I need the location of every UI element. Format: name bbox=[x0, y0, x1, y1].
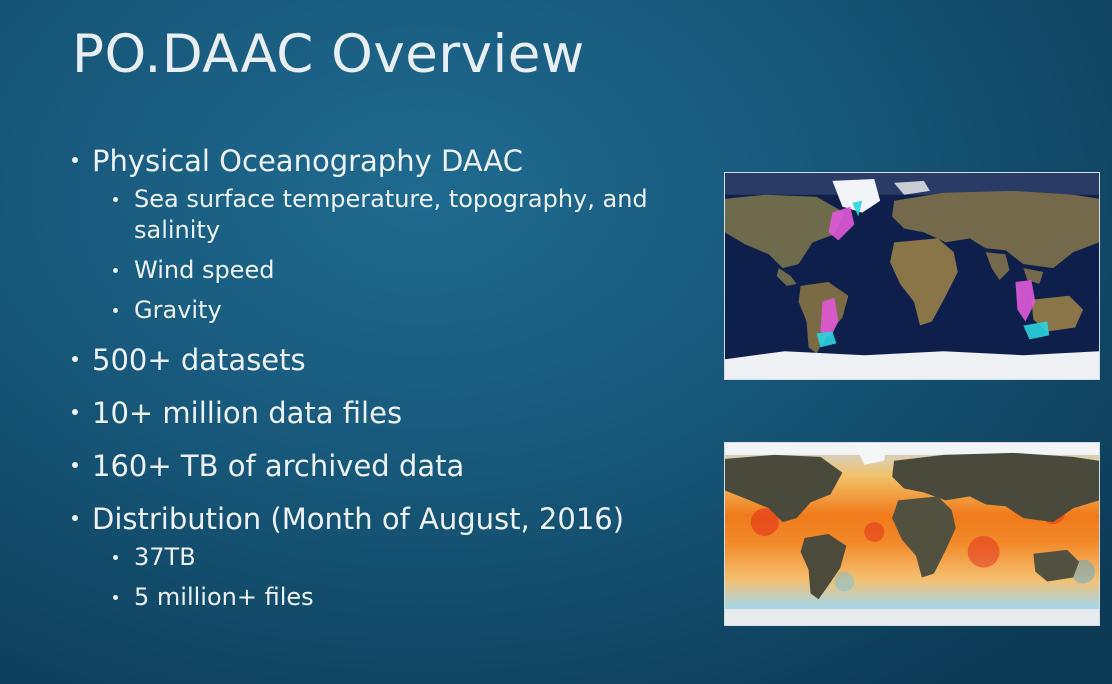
sub-bullet-wind-speed: Wind speed bbox=[92, 255, 710, 286]
sub-bullet-text: Wind speed bbox=[134, 256, 275, 284]
sub-bullet-list: Sea surface temperature, topography, and… bbox=[92, 184, 710, 326]
sub-bullet-dot-icon bbox=[113, 308, 118, 313]
bullet-list: Physical Oceanography DAAC Sea surface t… bbox=[70, 142, 710, 628]
sub-bullet-dot-icon bbox=[113, 268, 118, 273]
satellite-coverage-world-map-icon bbox=[724, 172, 1100, 380]
sub-bullet-sea-surface: Sea surface temperature, topography, and… bbox=[92, 184, 674, 246]
sub-bullet-37tb: 37TB bbox=[92, 542, 710, 573]
sub-bullet-text: 37TB bbox=[134, 543, 196, 571]
bullet-text: 10+ million data files bbox=[92, 396, 403, 430]
sub-bullet-text: 5 million+ files bbox=[134, 583, 314, 611]
bullet-archived-data: 160+ TB of archived data bbox=[70, 447, 710, 485]
bullet-text: 160+ TB of archived data bbox=[92, 449, 465, 483]
bullet-dot-icon bbox=[72, 356, 78, 362]
sub-bullet-dot-icon bbox=[113, 555, 118, 560]
slide-title: PO.DAAC Overview bbox=[72, 24, 585, 85]
sub-bullet-gravity: Gravity bbox=[92, 295, 710, 326]
bullet-distribution: Distribution (Month of August, 2016) 37T… bbox=[70, 500, 710, 613]
sub-bullet-text: Gravity bbox=[134, 296, 222, 324]
sub-bullet-files: 5 million+ files bbox=[92, 582, 710, 613]
bullet-physical-oceanography: Physical Oceanography DAAC Sea surface t… bbox=[70, 142, 710, 326]
bullet-datasets: 500+ datasets bbox=[70, 341, 710, 379]
bullet-text: Physical Oceanography DAAC bbox=[92, 144, 524, 178]
bullet-dot-icon bbox=[72, 462, 78, 468]
sub-bullet-list: 37TB 5 million+ files bbox=[92, 542, 710, 613]
sea-surface-temperature-world-map-icon bbox=[724, 442, 1100, 626]
bullet-dot-icon bbox=[72, 515, 78, 521]
bullet-text: 500+ datasets bbox=[92, 343, 306, 377]
sub-bullet-dot-icon bbox=[113, 595, 118, 600]
sub-bullet-text: Sea surface temperature, topography, and… bbox=[134, 185, 648, 244]
sub-bullet-dot-icon bbox=[113, 197, 118, 202]
bullet-data-files: 10+ million data files bbox=[70, 394, 710, 432]
bullet-dot-icon bbox=[72, 409, 78, 415]
bullet-dot-icon bbox=[72, 157, 78, 163]
bullet-text: Distribution (Month of August, 2016) bbox=[92, 502, 625, 536]
